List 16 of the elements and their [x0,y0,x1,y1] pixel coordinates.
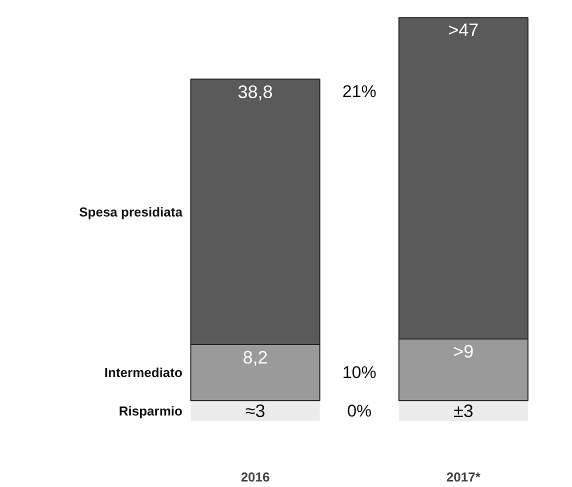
x-tick-label: 2017* [446,470,482,484]
series-label: Spesa presidiata [79,204,184,220]
series-label: Risparmio [118,403,182,418]
annotation: 10% [342,363,376,382]
data-label: ±3 [453,400,474,421]
series-label: Intermediato [104,365,182,380]
data-label: >9 [453,342,474,362]
data-label: ≈3 [245,400,266,421]
annotation: 21% [342,82,376,102]
bar [398,400,528,422]
data-label: 38,8 [238,82,273,102]
x-tick-label: 2016 [240,470,270,484]
data-label: >47 [448,20,479,40]
annotation: 0% [347,401,372,420]
bar [190,400,320,422]
data-label: 8,2 [242,347,268,368]
